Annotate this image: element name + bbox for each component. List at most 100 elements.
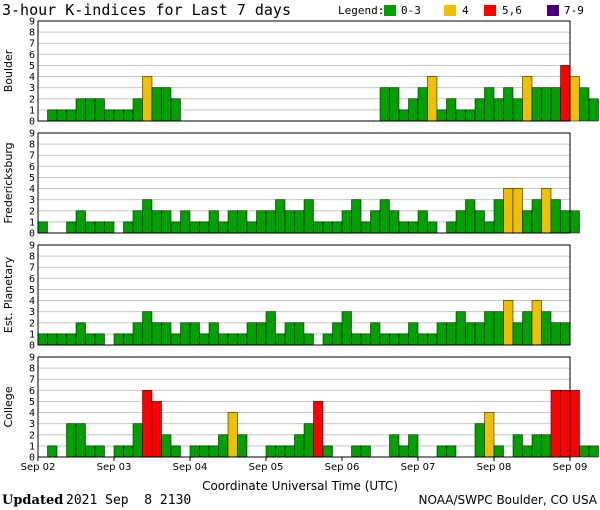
k-index-bar bbox=[66, 109, 77, 122]
x-axis: Sep 02 Sep 03 Sep 04 Sep 05 Sep 06 Sep 07 Sep … bbox=[21, 457, 588, 473]
k-index-bar bbox=[151, 401, 162, 458]
k-index-bar bbox=[132, 322, 143, 346]
k-index-bar bbox=[360, 333, 371, 346]
k-index-bar bbox=[85, 98, 96, 122]
k-index-bar bbox=[455, 311, 466, 346]
k-index-bar bbox=[75, 210, 86, 234]
panel-frame bbox=[37, 356, 571, 458]
x-tick-label: Sep 03 bbox=[97, 462, 132, 473]
y-tick-label: 3 bbox=[29, 83, 35, 94]
y-tick-label: 3 bbox=[29, 195, 35, 206]
k-index-bar bbox=[541, 311, 552, 346]
chart-title: 3-hour K-indices for Last 7 days bbox=[2, 1, 291, 19]
legend-item-0-3: 0-3 bbox=[401, 4, 421, 17]
y-tick-label: 0 bbox=[29, 229, 35, 240]
k-index-bar bbox=[313, 401, 324, 458]
legend-swatch-0-3 bbox=[384, 5, 396, 16]
k-index-bar bbox=[284, 445, 295, 458]
y-tick-label: 6 bbox=[29, 162, 35, 173]
k-index-bar bbox=[332, 221, 343, 234]
k-index-bar bbox=[37, 221, 48, 234]
k-index-bar bbox=[474, 423, 485, 458]
k-index-bar bbox=[427, 221, 438, 234]
k-index-bar bbox=[142, 76, 153, 122]
station-label: Fredericksburg bbox=[2, 142, 15, 223]
k-index-bar bbox=[199, 445, 210, 458]
k-index-bar bbox=[75, 322, 86, 346]
k-index-bar bbox=[436, 322, 447, 346]
k-index-bar bbox=[360, 445, 371, 458]
legend-item-5-6: 5,6 bbox=[502, 4, 522, 17]
k-index-bar bbox=[227, 333, 238, 346]
x-tick-label: Sep 09 bbox=[553, 462, 588, 473]
y-tick-label: 1 bbox=[29, 217, 35, 228]
k-index-bar bbox=[208, 322, 219, 346]
k-index-bar bbox=[408, 221, 419, 234]
y-tick-label: 9 bbox=[29, 129, 35, 140]
k-index-bar bbox=[569, 390, 580, 458]
y-tick-label: 8 bbox=[29, 364, 35, 375]
y-tick-label: 4 bbox=[29, 184, 35, 195]
k-index-bar bbox=[313, 221, 324, 234]
k-index-bar bbox=[531, 87, 542, 122]
k-index-bar bbox=[493, 445, 504, 458]
k-index-bar bbox=[180, 210, 191, 234]
k-index-bar bbox=[75, 98, 86, 122]
k-index-bar bbox=[170, 333, 181, 346]
k-index-bar bbox=[522, 311, 533, 346]
k-index-bar bbox=[189, 221, 200, 234]
legend-swatch-7-9 bbox=[547, 5, 559, 16]
k-index-bar bbox=[123, 221, 134, 234]
k-index-bar bbox=[398, 333, 409, 346]
k-index-bar bbox=[161, 87, 172, 122]
k-index-bar bbox=[512, 188, 523, 234]
k-index-bar bbox=[436, 445, 447, 458]
k-index-bar bbox=[199, 221, 210, 234]
k-index-bar bbox=[579, 87, 590, 122]
k-index-bar bbox=[465, 322, 476, 346]
k-index-bar bbox=[446, 98, 457, 122]
k-index-bar bbox=[265, 311, 276, 346]
k-index-bar bbox=[522, 445, 533, 458]
k-index-bar bbox=[294, 322, 305, 346]
k-index-bar bbox=[588, 98, 599, 122]
y-tick-label: 8 bbox=[29, 252, 35, 263]
k-index-bar bbox=[94, 445, 105, 458]
k-index-bar bbox=[351, 445, 362, 458]
x-tick-label: Sep 06 bbox=[325, 462, 360, 473]
y-tick-label: 9 bbox=[29, 353, 35, 364]
k-index-bar bbox=[104, 109, 115, 122]
k-index-bar bbox=[161, 210, 172, 234]
k-index-bar bbox=[408, 322, 419, 346]
k-index-bar bbox=[265, 210, 276, 234]
k-index-bar bbox=[512, 434, 523, 458]
k-index-bar bbox=[351, 333, 362, 346]
k-index-bar bbox=[484, 311, 495, 346]
k-index-bar bbox=[531, 300, 542, 346]
k-index-bar bbox=[427, 76, 438, 122]
y-tick-label: 7 bbox=[29, 39, 35, 50]
x-tick-label: Sep 04 bbox=[173, 462, 208, 473]
k-index-bar bbox=[446, 322, 457, 346]
y-tick-label: 8 bbox=[29, 28, 35, 39]
k-index-bar bbox=[56, 109, 67, 122]
k-index-bar bbox=[113, 109, 124, 122]
k-index-bar bbox=[550, 390, 561, 458]
k-index-bar bbox=[56, 333, 67, 346]
k-index-bar bbox=[417, 333, 428, 346]
y-tick-label: 2 bbox=[29, 94, 35, 105]
k-index-bar bbox=[303, 199, 314, 234]
y-tick-label: 2 bbox=[29, 206, 35, 217]
k-index-bar bbox=[588, 445, 599, 458]
k-index-bar bbox=[360, 221, 371, 234]
y-tick-label: 0 bbox=[29, 341, 35, 352]
k-index-bar bbox=[541, 434, 552, 458]
k-index-bar bbox=[256, 322, 267, 346]
k-index-bar bbox=[541, 188, 552, 234]
updated-label: Updated bbox=[2, 493, 63, 508]
k-index-bar bbox=[408, 434, 419, 458]
y-tick-label: 6 bbox=[29, 386, 35, 397]
